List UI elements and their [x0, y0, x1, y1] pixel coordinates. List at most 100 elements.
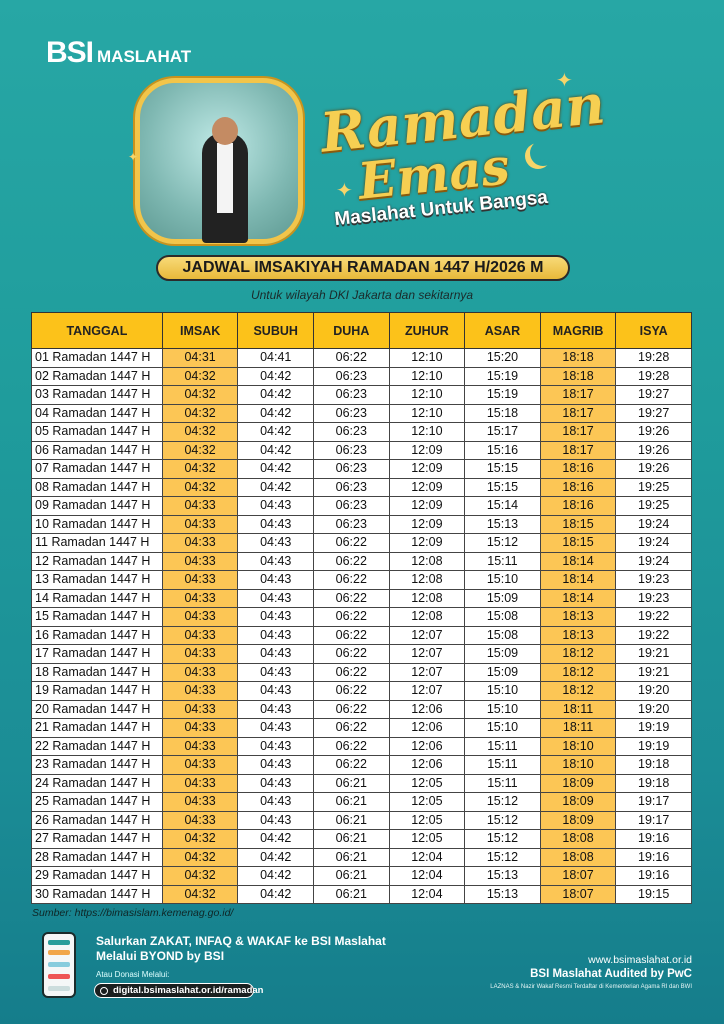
zuhur-cell: 12:06 — [388, 699, 466, 719]
zuhur-cell: 12:10 — [388, 385, 466, 405]
date-cell: 03 Ramadan 1447 H — [31, 385, 163, 405]
magrib-cell: 18:14 — [539, 570, 617, 590]
duha-cell: 06:22 — [313, 681, 390, 701]
table-row: 19 Ramadan 1447 H 04:33 04:43 06:22 12:07 15:… — [31, 681, 692, 701]
imsak-cell: 04:33 — [161, 718, 239, 738]
zuhur-cell: 12:08 — [388, 570, 466, 590]
zuhur-cell: 12:07 — [388, 625, 466, 645]
date-cell: 10 Ramadan 1447 H — [31, 514, 163, 534]
subuh-cell: 04:42 — [237, 366, 314, 386]
magrib-cell: 18:15 — [539, 533, 617, 553]
isya-cell: 19:27 — [615, 403, 692, 423]
search-icon — [100, 987, 108, 995]
date-cell: 30 Ramadan 1447 H — [31, 884, 163, 904]
shirt-shape — [217, 143, 233, 213]
duha-cell: 06:23 — [313, 403, 390, 423]
donate-label: Atau Donasi Melalui: — [96, 970, 170, 979]
donate-url-link[interactable]: digital.bsimaslahat.or.id/ramadan — [94, 983, 263, 998]
duha-cell: 06:22 — [313, 755, 390, 775]
asar-cell: 15:16 — [464, 440, 541, 460]
zuhur-cell: 12:09 — [388, 514, 466, 534]
zuhur-cell: 12:10 — [388, 366, 466, 386]
isya-cell: 19:17 — [615, 810, 692, 830]
table-row: 26 Ramadan 1447 H 04:33 04:43 06:21 12:05 15:… — [31, 810, 692, 830]
table-row: 07 Ramadan 1447 H 04:32 04:42 06:23 12:09 15:… — [31, 459, 692, 479]
isya-cell: 19:17 — [615, 792, 692, 812]
isya-cell: 19:18 — [615, 773, 692, 793]
table-row: 11 Ramadan 1447 H 04:33 04:43 06:22 12:09 15:… — [31, 533, 692, 553]
zuhur-cell: 12:09 — [388, 496, 466, 516]
isya-cell: 19:16 — [615, 829, 692, 849]
isya-cell: 19:24 — [615, 533, 692, 553]
asar-cell: 15:11 — [464, 773, 541, 793]
date-cell: 15 Ramadan 1447 H — [31, 607, 163, 627]
date-cell: 17 Ramadan 1447 H — [31, 644, 163, 664]
table-header-row: TANGGAL IMSAK SUBUH DUHA ZUHUR ASAR MAGRIB ISYA — [31, 312, 692, 349]
duha-cell: 06:22 — [313, 348, 390, 368]
asar-cell: 15:12 — [464, 829, 541, 849]
legal-note: LAZNAS & Nazir Wakaf Resmi Terdaftar di … — [490, 984, 692, 990]
magrib-cell: 18:09 — [539, 792, 617, 812]
magrib-cell: 18:17 — [539, 440, 617, 460]
imsak-cell: 04:33 — [161, 699, 239, 719]
subuh-cell: 04:43 — [237, 588, 314, 608]
zuhur-cell: 12:04 — [388, 884, 466, 904]
subuh-cell: 04:41 — [237, 348, 314, 368]
zuhur-cell: 12:07 — [388, 681, 466, 701]
magrib-cell: 18:17 — [539, 385, 617, 405]
date-cell: 06 Ramadan 1447 H — [31, 440, 163, 460]
table-row: 14 Ramadan 1447 H 04:33 04:43 06:22 12:08 15:… — [31, 588, 692, 608]
duha-cell: 06:23 — [313, 440, 390, 460]
asar-cell: 15:13 — [464, 866, 541, 886]
zuhur-cell: 12:06 — [388, 718, 466, 738]
magrib-cell: 18:13 — [539, 625, 617, 645]
duha-cell: 06:23 — [313, 366, 390, 386]
subuh-cell: 04:43 — [237, 514, 314, 534]
table-row: 08 Ramadan 1447 H 04:32 04:42 06:23 12:09 15:… — [31, 477, 692, 497]
date-cell: 24 Ramadan 1447 H — [31, 773, 163, 793]
imsak-cell: 04:33 — [161, 662, 239, 682]
date-cell: 26 Ramadan 1447 H — [31, 810, 163, 830]
magrib-cell: 18:18 — [539, 348, 617, 368]
footer-info: www.bsimaslahat.or.id BSI Maslahat Audit… — [490, 954, 692, 990]
zuhur-cell: 12:10 — [388, 422, 466, 442]
date-cell: 28 Ramadan 1447 H — [31, 847, 163, 867]
table-row: 23 Ramadan 1447 H 04:33 04:43 06:22 12:06 15:… — [31, 755, 692, 775]
asar-cell: 15:15 — [464, 459, 541, 479]
magrib-cell: 18:08 — [539, 847, 617, 867]
subuh-cell: 04:43 — [237, 551, 314, 571]
duha-cell: 06:22 — [313, 570, 390, 590]
zuhur-cell: 12:06 — [388, 755, 466, 775]
imsak-cell: 04:33 — [161, 551, 239, 571]
asar-cell: 15:19 — [464, 366, 541, 386]
subuh-cell: 04:43 — [237, 718, 314, 738]
subuh-cell: 04:43 — [237, 755, 314, 775]
isya-cell: 19:15 — [615, 884, 692, 904]
duha-cell: 06:22 — [313, 736, 390, 756]
duha-cell: 06:21 — [313, 884, 390, 904]
subuh-cell: 04:43 — [237, 792, 314, 812]
zuhur-cell: 12:09 — [388, 533, 466, 553]
table-row: 12 Ramadan 1447 H 04:33 04:43 06:22 12:08 15:… — [31, 551, 692, 571]
imsak-cell: 04:33 — [161, 644, 239, 664]
asar-cell: 15:11 — [464, 551, 541, 571]
table-row: 21 Ramadan 1447 H 04:33 04:43 06:22 12:06 15:… — [31, 718, 692, 738]
date-cell: 05 Ramadan 1447 H — [31, 422, 163, 442]
magrib-cell: 18:14 — [539, 551, 617, 571]
magrib-cell: 18:11 — [539, 718, 617, 738]
asar-cell: 15:08 — [464, 607, 541, 627]
imsak-cell: 04:33 — [161, 681, 239, 701]
subuh-cell: 04:43 — [237, 699, 314, 719]
isya-cell: 19:20 — [615, 699, 692, 719]
imsak-cell: 04:32 — [161, 366, 239, 386]
date-cell: 18 Ramadan 1447 H — [31, 662, 163, 682]
subuh-cell: 04:43 — [237, 662, 314, 682]
isya-cell: 19:24 — [615, 551, 692, 571]
logo-sub: MASLAHAT — [97, 47, 192, 66]
imsak-cell: 04:33 — [161, 588, 239, 608]
subuh-cell: 04:42 — [237, 403, 314, 423]
logo-main: BSI — [46, 36, 94, 69]
duha-cell: 06:21 — [313, 866, 390, 886]
column-header-tanggal: TANGGAL — [31, 312, 163, 349]
imsak-cell: 04:32 — [161, 847, 239, 867]
